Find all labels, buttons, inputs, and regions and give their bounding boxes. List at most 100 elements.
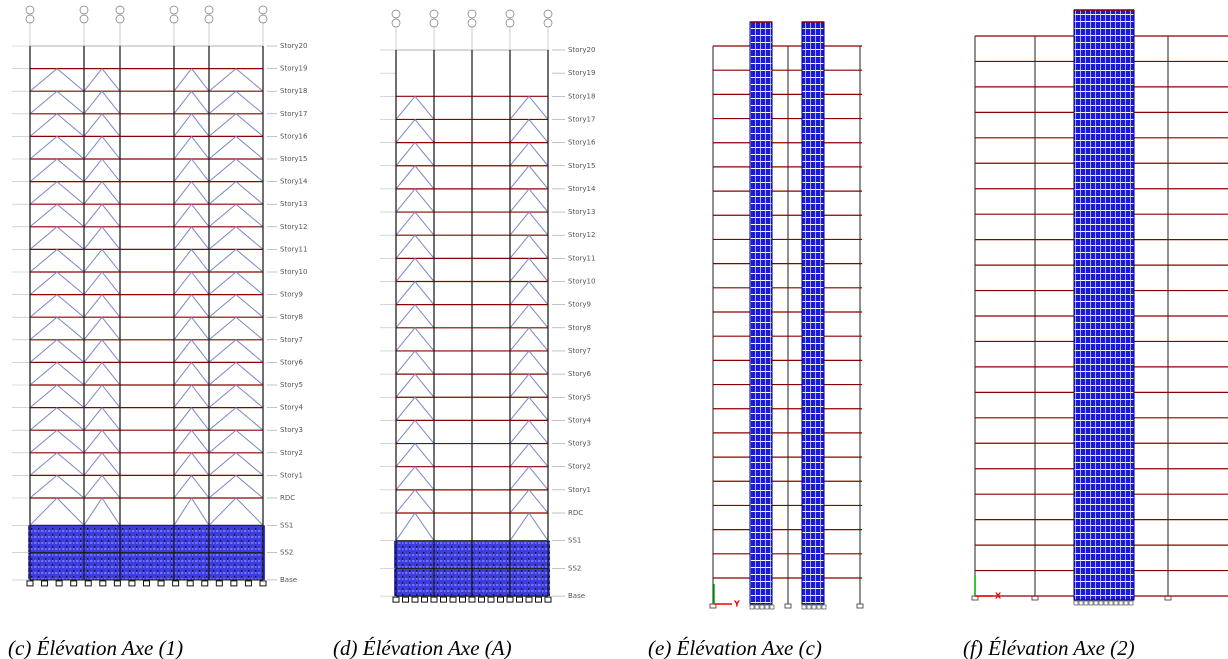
brace <box>83 249 103 273</box>
brace <box>83 339 103 363</box>
brace <box>235 294 264 318</box>
level-label: Story1 <box>568 486 591 494</box>
brace <box>191 181 210 205</box>
brace <box>56 316 85 341</box>
brace <box>414 350 435 375</box>
brace <box>101 181 121 205</box>
support <box>1103 600 1109 606</box>
brace <box>528 420 549 444</box>
level-label: Story18 <box>280 87 307 95</box>
level-label: Story13 <box>280 200 307 208</box>
brace <box>29 271 58 295</box>
level-label: Story18 <box>568 92 595 100</box>
brace <box>173 158 192 182</box>
brace <box>235 68 264 92</box>
brace <box>235 181 264 205</box>
support <box>84 580 92 587</box>
brace <box>235 249 264 273</box>
brace <box>56 294 85 318</box>
grid-bubble <box>115 14 125 24</box>
grid-bubble <box>505 9 515 19</box>
brace <box>509 396 530 421</box>
brace <box>208 452 237 476</box>
brace <box>414 420 435 444</box>
brace <box>509 373 530 398</box>
support <box>1088 600 1094 606</box>
brace <box>528 396 549 421</box>
brace <box>29 339 58 363</box>
brace <box>208 249 237 273</box>
support <box>754 604 760 610</box>
brace <box>173 68 192 92</box>
level-label: Story16 <box>280 132 308 140</box>
brace <box>528 119 549 143</box>
brace <box>208 316 237 341</box>
level-label: Story3 <box>568 440 591 448</box>
support <box>506 596 514 603</box>
brace <box>173 113 192 137</box>
panels: Story20 Story19 Story18 Story17 Story16 Story… <box>8 5 1228 659</box>
grid-bubble <box>25 5 35 15</box>
level-label: Story8 <box>280 313 303 321</box>
grid-bubble <box>467 18 477 28</box>
brace <box>509 443 530 468</box>
support <box>186 580 194 587</box>
support <box>201 580 209 587</box>
support <box>1098 600 1104 606</box>
grid-bubble <box>391 18 401 28</box>
level-label: Story20 <box>568 46 595 54</box>
support <box>497 596 504 603</box>
brace <box>208 113 237 137</box>
level-label: Story17 <box>568 115 595 123</box>
brace <box>56 158 85 182</box>
brace <box>101 113 121 137</box>
support <box>1108 600 1114 606</box>
brace <box>395 420 416 444</box>
brace <box>509 420 530 444</box>
level-label: Story10 <box>280 268 307 276</box>
support <box>244 580 252 587</box>
grid-bubble <box>429 18 439 28</box>
level-label: Story14 <box>280 178 308 186</box>
support <box>392 596 400 603</box>
brace <box>528 142 549 167</box>
brace <box>101 429 121 454</box>
level-label: Base <box>568 592 585 600</box>
brace <box>173 136 192 160</box>
brace <box>173 407 192 431</box>
brace <box>528 350 549 375</box>
brace <box>29 113 58 137</box>
brace <box>235 497 264 526</box>
brace <box>395 489 416 514</box>
brace <box>414 119 435 143</box>
brace <box>414 165 435 190</box>
brace <box>414 188 435 213</box>
brace <box>173 271 192 295</box>
brace <box>414 258 435 282</box>
brace <box>56 113 85 137</box>
brace <box>191 475 210 499</box>
shear-wall <box>1073 9 1135 601</box>
brace <box>414 304 435 329</box>
brace <box>173 384 192 408</box>
grid-bubble <box>115 5 125 15</box>
support <box>459 596 466 603</box>
brace <box>173 249 192 273</box>
brace <box>528 489 549 514</box>
support <box>821 604 827 610</box>
brace <box>509 512 530 541</box>
brace <box>528 466 549 491</box>
brace <box>414 95 435 120</box>
brace <box>528 95 549 120</box>
level-label: SS1 <box>568 537 581 545</box>
support <box>525 596 533 603</box>
brace <box>528 512 549 541</box>
level-label: Story5 <box>280 381 303 389</box>
support <box>544 596 552 603</box>
brace <box>235 362 264 386</box>
brace <box>83 316 103 341</box>
brace <box>509 466 530 491</box>
brace <box>235 226 264 250</box>
level-label: Story19 <box>568 69 595 77</box>
grid-bubble <box>467 9 477 19</box>
